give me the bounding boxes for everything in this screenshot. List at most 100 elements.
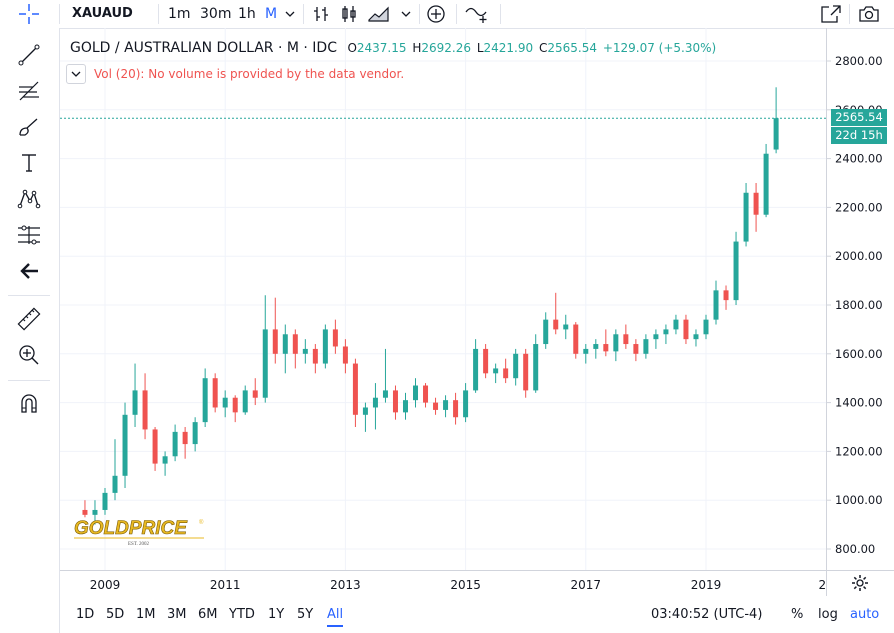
clock-timezone[interactable]: 03:40:52 (UTC-4)	[651, 607, 763, 622]
price-tick-label: 1400.00	[835, 396, 883, 410]
price-tick-label: 1800.00	[835, 298, 883, 312]
add-indicator-icon[interactable]	[426, 0, 448, 28]
bars-icon[interactable]	[312, 0, 332, 28]
range-ytd[interactable]: YTD	[229, 607, 255, 622]
candle-body	[142, 390, 148, 430]
candle-body	[663, 329, 669, 335]
toolbar-divider	[8, 380, 50, 381]
candle-body	[282, 334, 288, 354]
toolbar-divider	[500, 4, 501, 24]
range-1d[interactable]: 1D	[76, 607, 95, 622]
time-tick-label: 2017	[571, 578, 602, 592]
candle-body	[332, 329, 338, 347]
interval-1m[interactable]: 1m	[168, 6, 191, 22]
candle-body	[292, 334, 298, 354]
candle-body	[322, 329, 328, 364]
candle-body	[683, 319, 689, 340]
candle-body	[252, 390, 258, 398]
camera-icon[interactable]	[858, 0, 882, 28]
toolbar-divider	[456, 4, 457, 24]
settings-icon[interactable]	[851, 574, 869, 592]
range-1y[interactable]: 1Y	[268, 607, 285, 622]
bar-countdown-tag: 22d 15h	[831, 127, 887, 145]
percent-scale-toggle[interactable]: %	[791, 607, 804, 622]
compare-icon[interactable]	[465, 0, 491, 28]
time-tick-label: 2013	[330, 578, 361, 592]
toolbar-divider	[158, 4, 159, 24]
candle-body	[312, 348, 318, 364]
candle-body	[583, 348, 589, 354]
magnet-icon[interactable]	[14, 388, 44, 418]
price-tick-label: 1200.00	[835, 444, 883, 458]
range-5y[interactable]: 5Y	[297, 607, 314, 622]
svg-text:®: ®	[199, 519, 204, 526]
low-value: 2421.90	[483, 41, 534, 55]
symbol-search[interactable]: XAUAUD	[72, 6, 133, 21]
candle-body	[743, 192, 749, 242]
interval-30m[interactable]: 30m	[200, 6, 232, 22]
candle-body	[763, 153, 769, 215]
close-value: 2565.54	[547, 41, 597, 55]
trend-line-icon[interactable]	[14, 40, 44, 70]
candle-body	[653, 334, 659, 340]
candle-body	[302, 348, 308, 354]
fib-icon[interactable]	[14, 76, 44, 106]
candles-icon[interactable]	[340, 0, 360, 28]
price-tick-label: 2800.00	[835, 54, 883, 68]
range-all[interactable]: All	[327, 596, 344, 633]
range-1m[interactable]: 1M	[136, 607, 156, 622]
price-chart[interactable]	[60, 28, 826, 570]
chevron-down-icon[interactable]	[401, 0, 415, 28]
auto-scale-toggle[interactable]: auto	[850, 607, 880, 622]
candle-body	[723, 290, 729, 301]
candle-body	[102, 492, 108, 510]
toolbar-divider	[303, 4, 304, 24]
candle-body	[392, 390, 398, 413]
range-5d[interactable]: 5D	[106, 607, 125, 622]
candle-body	[212, 378, 218, 408]
open-value: 2437.15	[356, 41, 407, 55]
candle-body	[232, 397, 238, 413]
zoom-in-icon[interactable]	[14, 340, 44, 370]
collapse-legend-button[interactable]	[66, 64, 86, 84]
candle-body	[182, 431, 188, 445]
candle-body	[473, 348, 479, 391]
time-tick-label: 2019	[691, 578, 722, 592]
chevron-down-icon[interactable]	[285, 0, 299, 28]
time-axis[interactable]: 2009 2011 2013 2015 2017 2019 20	[60, 570, 826, 597]
candle-body	[382, 390, 388, 398]
pattern-icon[interactable]	[14, 184, 44, 214]
candle-body	[433, 402, 439, 410]
candle-body	[172, 431, 178, 457]
area-icon[interactable]	[368, 0, 392, 28]
interval-month[interactable]: M	[265, 6, 278, 22]
ruler-icon[interactable]	[14, 304, 44, 334]
fullscreen-icon[interactable]	[820, 0, 844, 28]
candle-body	[753, 192, 759, 215]
candle-body	[202, 378, 208, 423]
candle-body	[603, 344, 609, 352]
candle-body	[342, 346, 348, 364]
candle-body	[673, 319, 679, 330]
back-arrow-icon[interactable]	[14, 256, 44, 286]
top-toolbar: XAUAUD 1m 30m 1h M	[0, 0, 894, 29]
ohlc-values: O2437.15 H2692.26 L2421.90 C2565.54 +129…	[347, 41, 717, 55]
interval-1h[interactable]: 1h	[238, 6, 256, 22]
range-6m[interactable]: 6M	[198, 607, 218, 622]
candle-body	[453, 400, 459, 418]
goldprice-logo: GOLDPRICE ® EST. 2002	[72, 516, 212, 547]
brush-icon[interactable]	[14, 112, 44, 142]
instrument-title: GOLD / AUSTRALIAN DOLLAR · M · IDC	[70, 40, 337, 56]
price-tick-label: 2200.00	[835, 200, 883, 214]
log-scale-toggle[interactable]: log	[818, 607, 838, 622]
candle-body	[362, 407, 368, 415]
text-icon[interactable]	[14, 148, 44, 178]
forecast-icon[interactable]	[14, 220, 44, 250]
toolbar-divider	[849, 4, 850, 24]
crosshair-icon[interactable]	[14, 0, 44, 28]
range-3m[interactable]: 3M	[167, 607, 187, 622]
candle-body	[733, 241, 739, 301]
candle-body	[443, 400, 449, 410]
candle-body	[713, 290, 719, 320]
